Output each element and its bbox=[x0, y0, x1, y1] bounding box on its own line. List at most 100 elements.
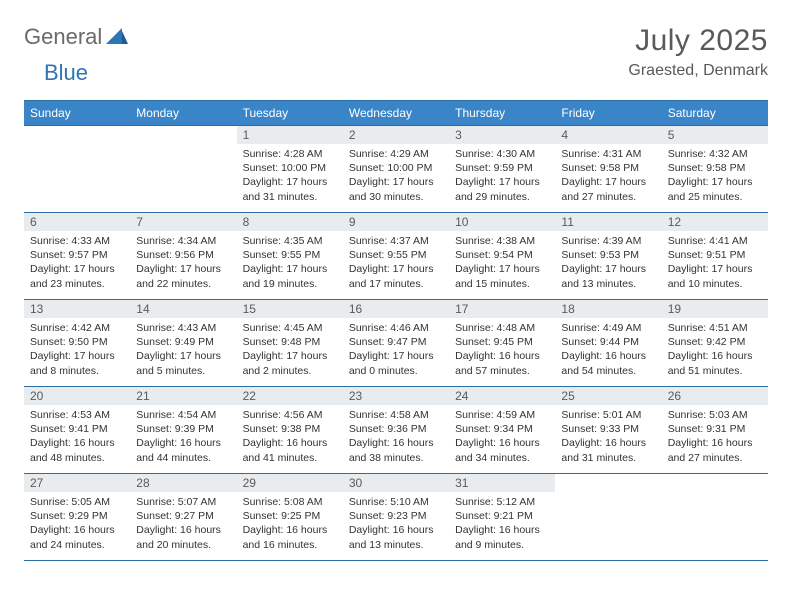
day-details: Sunrise: 4:35 AMSunset: 9:55 PMDaylight:… bbox=[237, 231, 343, 295]
day-header: Wednesday bbox=[343, 101, 449, 126]
day-details: Sunrise: 4:48 AMSunset: 9:45 PMDaylight:… bbox=[449, 318, 555, 382]
calendar-cell: 31Sunrise: 5:12 AMSunset: 9:21 PMDayligh… bbox=[449, 474, 555, 561]
day-number: 15 bbox=[237, 300, 343, 318]
day-details: Sunrise: 5:10 AMSunset: 9:23 PMDaylight:… bbox=[343, 492, 449, 556]
brand-part2: Blue bbox=[44, 60, 88, 86]
day-details: Sunrise: 4:46 AMSunset: 9:47 PMDaylight:… bbox=[343, 318, 449, 382]
calendar-cell: 22Sunrise: 4:56 AMSunset: 9:38 PMDayligh… bbox=[237, 387, 343, 474]
calendar-cell: 2Sunrise: 4:29 AMSunset: 10:00 PMDayligh… bbox=[343, 126, 449, 213]
brand-part1: General bbox=[24, 24, 102, 50]
day-number: 26 bbox=[662, 387, 768, 405]
day-number: 27 bbox=[24, 474, 130, 492]
day-details: Sunrise: 4:34 AMSunset: 9:56 PMDaylight:… bbox=[130, 231, 236, 295]
day-details: Sunrise: 4:51 AMSunset: 9:42 PMDaylight:… bbox=[662, 318, 768, 382]
calendar-cell: 12Sunrise: 4:41 AMSunset: 9:51 PMDayligh… bbox=[662, 213, 768, 300]
day-details: Sunrise: 5:01 AMSunset: 9:33 PMDaylight:… bbox=[555, 405, 661, 469]
calendar-cell: 17Sunrise: 4:48 AMSunset: 9:45 PMDayligh… bbox=[449, 300, 555, 387]
title-block: July 2025 Graested, Denmark bbox=[628, 24, 768, 80]
calendar-cell: 20Sunrise: 4:53 AMSunset: 9:41 PMDayligh… bbox=[24, 387, 130, 474]
day-details: Sunrise: 4:49 AMSunset: 9:44 PMDaylight:… bbox=[555, 318, 661, 382]
calendar-cell: 29Sunrise: 5:08 AMSunset: 9:25 PMDayligh… bbox=[237, 474, 343, 561]
day-details: Sunrise: 5:08 AMSunset: 9:25 PMDaylight:… bbox=[237, 492, 343, 556]
day-number: 18 bbox=[555, 300, 661, 318]
calendar-cell: 23Sunrise: 4:58 AMSunset: 9:36 PMDayligh… bbox=[343, 387, 449, 474]
day-number: 14 bbox=[130, 300, 236, 318]
day-number: 16 bbox=[343, 300, 449, 318]
day-number: 1 bbox=[237, 126, 343, 144]
day-number: 29 bbox=[237, 474, 343, 492]
day-number: 17 bbox=[449, 300, 555, 318]
calendar-table: SundayMondayTuesdayWednesdayThursdayFrid… bbox=[24, 100, 768, 561]
day-number: 20 bbox=[24, 387, 130, 405]
day-number: 11 bbox=[555, 213, 661, 231]
calendar-cell bbox=[555, 474, 661, 561]
day-number: 6 bbox=[24, 213, 130, 231]
day-details: Sunrise: 5:03 AMSunset: 9:31 PMDaylight:… bbox=[662, 405, 768, 469]
calendar-cell bbox=[662, 474, 768, 561]
day-number: 31 bbox=[449, 474, 555, 492]
day-details: Sunrise: 4:37 AMSunset: 9:55 PMDaylight:… bbox=[343, 231, 449, 295]
day-number: 3 bbox=[449, 126, 555, 144]
day-header: Thursday bbox=[449, 101, 555, 126]
day-details: Sunrise: 4:32 AMSunset: 9:58 PMDaylight:… bbox=[662, 144, 768, 208]
day-details: Sunrise: 4:58 AMSunset: 9:36 PMDaylight:… bbox=[343, 405, 449, 469]
day-header: Friday bbox=[555, 101, 661, 126]
calendar-cell bbox=[130, 126, 236, 213]
day-number: 19 bbox=[662, 300, 768, 318]
day-number: 30 bbox=[343, 474, 449, 492]
day-number: 22 bbox=[237, 387, 343, 405]
location: Graested, Denmark bbox=[628, 62, 768, 80]
calendar-cell: 18Sunrise: 4:49 AMSunset: 9:44 PMDayligh… bbox=[555, 300, 661, 387]
day-number: 7 bbox=[130, 213, 236, 231]
day-details: Sunrise: 4:33 AMSunset: 9:57 PMDaylight:… bbox=[24, 231, 130, 295]
day-number: 5 bbox=[662, 126, 768, 144]
day-details: Sunrise: 4:41 AMSunset: 9:51 PMDaylight:… bbox=[662, 231, 768, 295]
day-details: Sunrise: 4:54 AMSunset: 9:39 PMDaylight:… bbox=[130, 405, 236, 469]
day-details: Sunrise: 4:29 AMSunset: 10:00 PMDaylight… bbox=[343, 144, 449, 208]
day-details: Sunrise: 4:30 AMSunset: 9:59 PMDaylight:… bbox=[449, 144, 555, 208]
calendar-cell: 24Sunrise: 4:59 AMSunset: 9:34 PMDayligh… bbox=[449, 387, 555, 474]
calendar-cell: 4Sunrise: 4:31 AMSunset: 9:58 PMDaylight… bbox=[555, 126, 661, 213]
calendar-cell: 16Sunrise: 4:46 AMSunset: 9:47 PMDayligh… bbox=[343, 300, 449, 387]
day-details: Sunrise: 4:45 AMSunset: 9:48 PMDaylight:… bbox=[237, 318, 343, 382]
day-details: Sunrise: 4:53 AMSunset: 9:41 PMDaylight:… bbox=[24, 405, 130, 469]
calendar-cell: 11Sunrise: 4:39 AMSunset: 9:53 PMDayligh… bbox=[555, 213, 661, 300]
logo-triangle-icon bbox=[106, 24, 128, 50]
day-details: Sunrise: 4:38 AMSunset: 9:54 PMDaylight:… bbox=[449, 231, 555, 295]
day-header: Monday bbox=[130, 101, 236, 126]
day-number: 23 bbox=[343, 387, 449, 405]
day-details: Sunrise: 4:42 AMSunset: 9:50 PMDaylight:… bbox=[24, 318, 130, 382]
calendar-cell: 14Sunrise: 4:43 AMSunset: 9:49 PMDayligh… bbox=[130, 300, 236, 387]
day-details: Sunrise: 4:39 AMSunset: 9:53 PMDaylight:… bbox=[555, 231, 661, 295]
calendar-cell: 8Sunrise: 4:35 AMSunset: 9:55 PMDaylight… bbox=[237, 213, 343, 300]
calendar-cell: 30Sunrise: 5:10 AMSunset: 9:23 PMDayligh… bbox=[343, 474, 449, 561]
day-details: Sunrise: 4:56 AMSunset: 9:38 PMDaylight:… bbox=[237, 405, 343, 469]
calendar-cell: 3Sunrise: 4:30 AMSunset: 9:59 PMDaylight… bbox=[449, 126, 555, 213]
day-number: 9 bbox=[343, 213, 449, 231]
day-number: 13 bbox=[24, 300, 130, 318]
brand-logo: General bbox=[24, 24, 130, 50]
calendar-cell: 9Sunrise: 4:37 AMSunset: 9:55 PMDaylight… bbox=[343, 213, 449, 300]
day-number: 21 bbox=[130, 387, 236, 405]
calendar-cell: 10Sunrise: 4:38 AMSunset: 9:54 PMDayligh… bbox=[449, 213, 555, 300]
calendar-body: 1Sunrise: 4:28 AMSunset: 10:00 PMDayligh… bbox=[24, 126, 768, 561]
calendar-cell: 26Sunrise: 5:03 AMSunset: 9:31 PMDayligh… bbox=[662, 387, 768, 474]
day-details: Sunrise: 4:31 AMSunset: 9:58 PMDaylight:… bbox=[555, 144, 661, 208]
calendar-cell: 28Sunrise: 5:07 AMSunset: 9:27 PMDayligh… bbox=[130, 474, 236, 561]
day-details: Sunrise: 5:12 AMSunset: 9:21 PMDaylight:… bbox=[449, 492, 555, 556]
day-header: Tuesday bbox=[237, 101, 343, 126]
day-details: Sunrise: 4:43 AMSunset: 9:49 PMDaylight:… bbox=[130, 318, 236, 382]
day-header: Saturday bbox=[662, 101, 768, 126]
day-details: Sunrise: 5:07 AMSunset: 9:27 PMDaylight:… bbox=[130, 492, 236, 556]
day-number: 2 bbox=[343, 126, 449, 144]
day-header: Sunday bbox=[24, 101, 130, 126]
month-title: July 2025 bbox=[628, 24, 768, 58]
calendar-cell: 13Sunrise: 4:42 AMSunset: 9:50 PMDayligh… bbox=[24, 300, 130, 387]
day-number: 10 bbox=[449, 213, 555, 231]
day-number: 25 bbox=[555, 387, 661, 405]
day-details: Sunrise: 5:05 AMSunset: 9:29 PMDaylight:… bbox=[24, 492, 130, 556]
calendar-header-row: SundayMondayTuesdayWednesdayThursdayFrid… bbox=[24, 101, 768, 126]
calendar-cell: 1Sunrise: 4:28 AMSunset: 10:00 PMDayligh… bbox=[237, 126, 343, 213]
calendar-cell: 21Sunrise: 4:54 AMSunset: 9:39 PMDayligh… bbox=[130, 387, 236, 474]
day-details: Sunrise: 4:28 AMSunset: 10:00 PMDaylight… bbox=[237, 144, 343, 208]
